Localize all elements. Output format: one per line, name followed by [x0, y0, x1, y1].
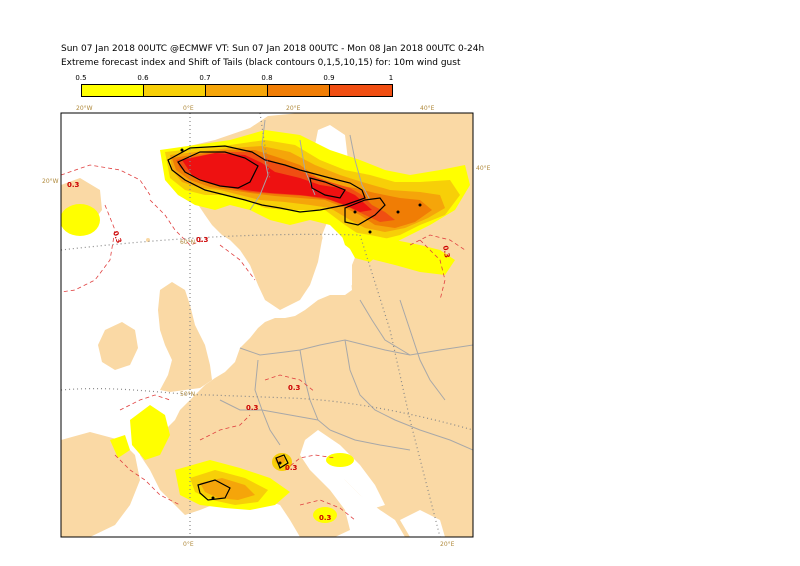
coord-label-left-20w: 20°W: [42, 178, 59, 185]
legend-label-4: 0.9: [323, 74, 335, 82]
lat-label-50n: 50°N: [180, 391, 195, 398]
coord-label-top-20w: 20°W: [76, 105, 93, 112]
legend-label-0: 0.5: [75, 74, 87, 82]
map-title-line2: Extreme forecast index and Shift of Tail…: [61, 58, 461, 68]
legend-swatch-3: [268, 85, 330, 96]
legend-label-2: 0.7: [199, 74, 211, 82]
legend-swatch-1: [144, 85, 206, 96]
map-frame: [60, 112, 474, 538]
coord-label-bottom-0e: 0°E: [183, 541, 194, 548]
graticule: [61, 113, 473, 537]
legend-swatch-4: [330, 85, 392, 96]
map-title-line1: Sun 07 Jan 2018 00UTC @ECMWF VT: Sun 07 …: [61, 44, 485, 54]
station-dots: [180, 148, 422, 500]
coord-label-right-40e: 40°E: [476, 165, 491, 172]
coord-label-bottom-20e: 20°E: [440, 541, 455, 548]
isolines-0.3: [61, 164, 466, 521]
isoline-label: 0.3: [196, 236, 209, 244]
legend-colorbar: [81, 84, 393, 97]
isoline-label: 0.3: [319, 514, 332, 522]
legend-swatch-2: [206, 85, 268, 96]
coord-label-top-20e: 20°E: [286, 105, 301, 112]
isoline-label: 0.3: [246, 404, 259, 412]
lat-label-60n: 60°N: [180, 239, 195, 246]
isoline-label: 0.3: [288, 384, 301, 392]
legend-label-3: 0.8: [261, 74, 273, 82]
efi-shading: [61, 130, 470, 523]
isoline-label: 0.3: [285, 464, 298, 472]
legend-swatch-0: [82, 85, 144, 96]
coord-label-top-0e: 0°E: [183, 105, 194, 112]
country-borders: [219, 119, 473, 451]
coord-label-top-40e: 40°E: [420, 105, 435, 112]
legend-label-5: 1: [388, 74, 394, 82]
isoline-label: 0.3: [111, 230, 123, 245]
isoline-label: 0.3: [441, 245, 451, 259]
isoline-label: 0.3: [67, 181, 80, 189]
sot-contours: [167, 145, 386, 501]
legend-label-1: 0.6: [137, 74, 149, 82]
